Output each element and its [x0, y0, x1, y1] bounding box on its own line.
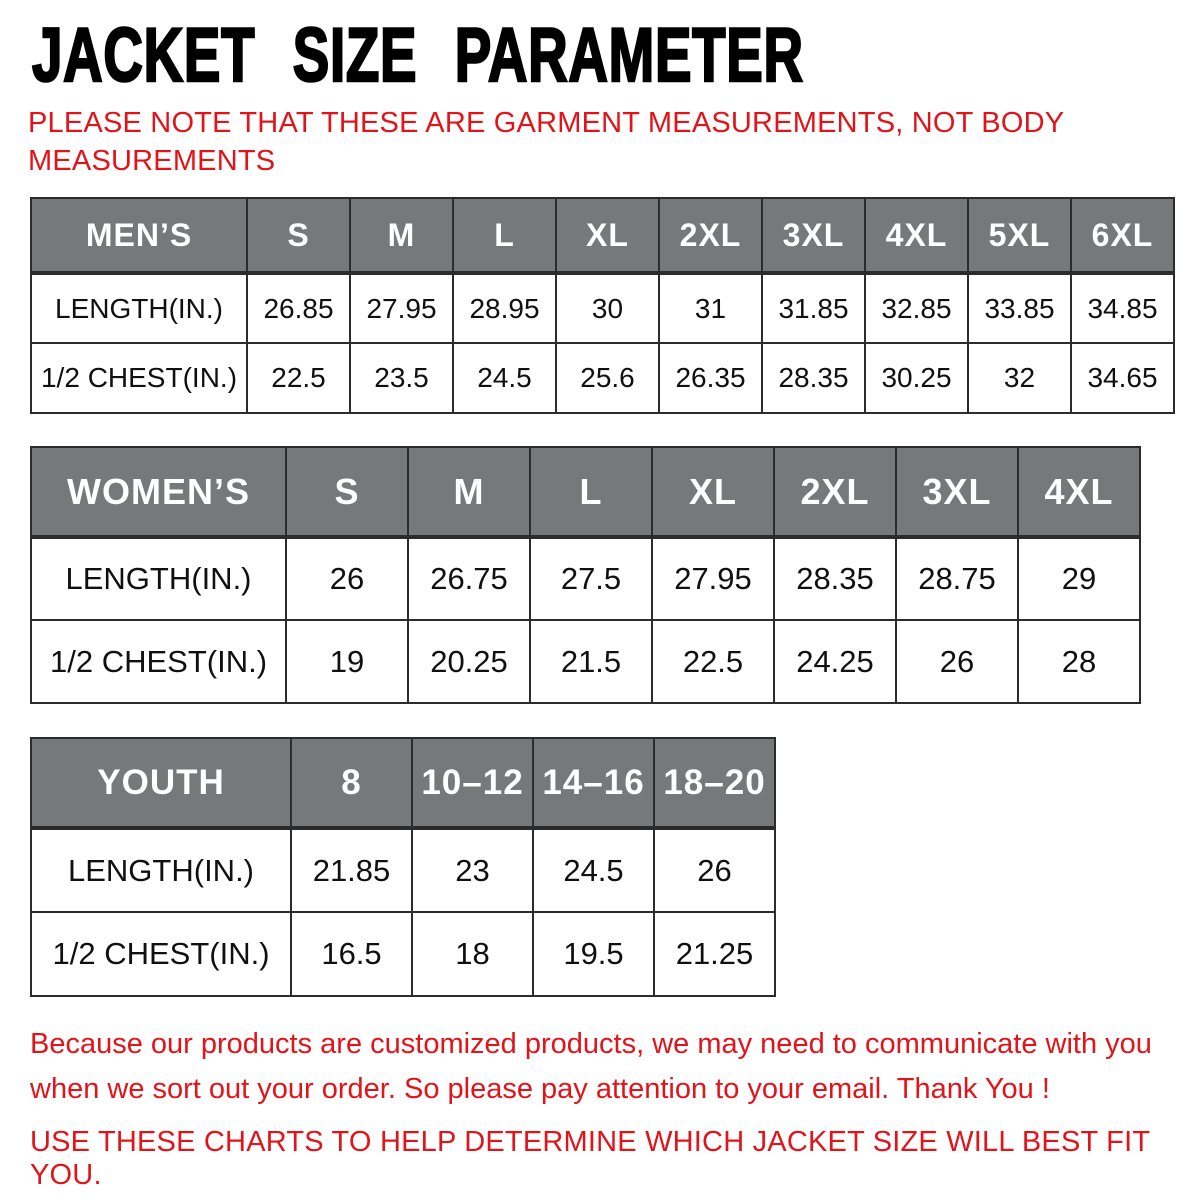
- value-cell: 19: [285, 619, 409, 704]
- value-cell: 26: [285, 536, 409, 621]
- size-header-cell: 3XL: [895, 446, 1019, 539]
- value-cell: 26.75: [407, 536, 531, 621]
- value-cell: 28.95: [452, 272, 557, 344]
- value-cell: 30: [555, 272, 660, 344]
- value-cell: 28: [1017, 619, 1141, 704]
- value-cell: 32: [967, 342, 1072, 414]
- fit-advice-line: USE THESE CHARTS TO HELP DETERMINE WHICH…: [30, 1126, 1150, 1191]
- mens-size-table: MEN’S S M L XL 2XL 3XL 4XL 5XL 6XL LENGT…: [30, 197, 1175, 414]
- size-header-cell: 3XL: [761, 197, 866, 275]
- table-title-cell: MEN’S: [30, 197, 248, 275]
- row-label-cell: LENGTH(IN.): [30, 272, 248, 344]
- size-header-cell: M: [407, 446, 531, 539]
- table-row: 1/2 CHEST(IN.) 22.5 23.5 24.5 25.6 26.35…: [30, 342, 1175, 414]
- value-cell: 20.25: [407, 619, 531, 704]
- row-label-cell: 1/2 CHEST(IN.): [30, 911, 292, 997]
- customization-notice: Because our products are customized prod…: [30, 1028, 1152, 1105]
- page-title: JACKET SIZE PARAMETER: [31, 13, 804, 99]
- size-header-cell: S: [285, 446, 409, 539]
- value-cell: 34.65: [1070, 342, 1175, 414]
- value-cell: 33.85: [967, 272, 1072, 344]
- value-cell: 28.35: [761, 342, 866, 414]
- womens-header-row: WOMEN’S S M L XL 2XL 3XL 4XL: [30, 446, 1141, 539]
- value-cell: 29: [1017, 536, 1141, 621]
- size-header-cell: L: [452, 197, 557, 275]
- size-header-cell: S: [246, 197, 351, 275]
- size-header-cell: 10–12: [411, 737, 534, 830]
- value-cell: 22.5: [246, 342, 351, 414]
- value-cell: 26.85: [246, 272, 351, 344]
- size-header-cell: 5XL: [967, 197, 1072, 275]
- value-cell: 22.5: [651, 619, 775, 704]
- youth-size-table: YOUTH 8 10–12 14–16 18–20 LENGTH(IN.) 21…: [30, 737, 776, 997]
- table-row: LENGTH(IN.) 26.85 27.95 28.95 30 31 31.8…: [30, 272, 1175, 344]
- size-header-cell: XL: [651, 446, 775, 539]
- size-header-cell: M: [349, 197, 454, 275]
- youth-header-row: YOUTH 8 10–12 14–16 18–20: [30, 737, 776, 830]
- value-cell: 25.6: [555, 342, 660, 414]
- value-cell: 23.5: [349, 342, 454, 414]
- size-header-cell: 14–16: [532, 737, 655, 830]
- value-cell: 26: [653, 827, 776, 913]
- value-cell: 30.25: [864, 342, 969, 414]
- row-label-cell: LENGTH(IN.): [30, 827, 292, 913]
- womens-size-table: WOMEN’S S M L XL 2XL 3XL 4XL LENGTH(IN.)…: [30, 446, 1141, 704]
- value-cell: 21.25: [653, 911, 776, 997]
- mens-header-row: MEN’S S M L XL 2XL 3XL 4XL 5XL 6XL: [30, 197, 1175, 275]
- size-header-cell: 18–20: [653, 737, 776, 830]
- value-cell: 34.85: [1070, 272, 1175, 344]
- table-row: 1/2 CHEST(IN.) 16.5 18 19.5 21.25: [30, 911, 776, 997]
- size-header-cell: 4XL: [864, 197, 969, 275]
- value-cell: 18: [411, 911, 534, 997]
- value-cell: 24.5: [452, 342, 557, 414]
- size-header-cell: L: [529, 446, 653, 539]
- size-header-cell: 8: [290, 737, 413, 830]
- value-cell: 28.75: [895, 536, 1019, 621]
- value-cell: 21.85: [290, 827, 413, 913]
- value-cell: 31.85: [761, 272, 866, 344]
- value-cell: 31: [658, 272, 763, 344]
- value-cell: 24.5: [532, 827, 655, 913]
- value-cell: 27.95: [651, 536, 775, 621]
- table-row: LENGTH(IN.) 21.85 23 24.5 26: [30, 827, 776, 913]
- value-cell: 24.25: [773, 619, 897, 704]
- size-header-cell: 2XL: [773, 446, 897, 539]
- size-header-cell: 6XL: [1070, 197, 1175, 275]
- value-cell: 21.5: [529, 619, 653, 704]
- value-cell: 19.5: [532, 911, 655, 997]
- value-cell: 26.35: [658, 342, 763, 414]
- value-cell: 27.95: [349, 272, 454, 344]
- value-cell: 23: [411, 827, 534, 913]
- size-header-cell: 4XL: [1017, 446, 1141, 539]
- row-label-cell: LENGTH(IN.): [30, 536, 287, 621]
- value-cell: 26: [895, 619, 1019, 704]
- garment-measurement-note: PLEASE NOTE THAT THESE ARE GARMENT MEASU…: [28, 107, 1065, 177]
- table-title-cell: WOMEN’S: [30, 446, 287, 539]
- table-row: LENGTH(IN.) 26 26.75 27.5 27.95 28.35 28…: [30, 536, 1141, 621]
- table-row: 1/2 CHEST(IN.) 19 20.25 21.5 22.5 24.25 …: [30, 619, 1141, 704]
- value-cell: 32.85: [864, 272, 969, 344]
- size-header-cell: 2XL: [658, 197, 763, 275]
- row-label-cell: 1/2 CHEST(IN.): [30, 342, 248, 414]
- size-header-cell: XL: [555, 197, 660, 275]
- value-cell: 16.5: [290, 911, 413, 997]
- row-label-cell: 1/2 CHEST(IN.): [30, 619, 287, 704]
- table-title-cell: YOUTH: [30, 737, 292, 830]
- value-cell: 28.35: [773, 536, 897, 621]
- value-cell: 27.5: [529, 536, 653, 621]
